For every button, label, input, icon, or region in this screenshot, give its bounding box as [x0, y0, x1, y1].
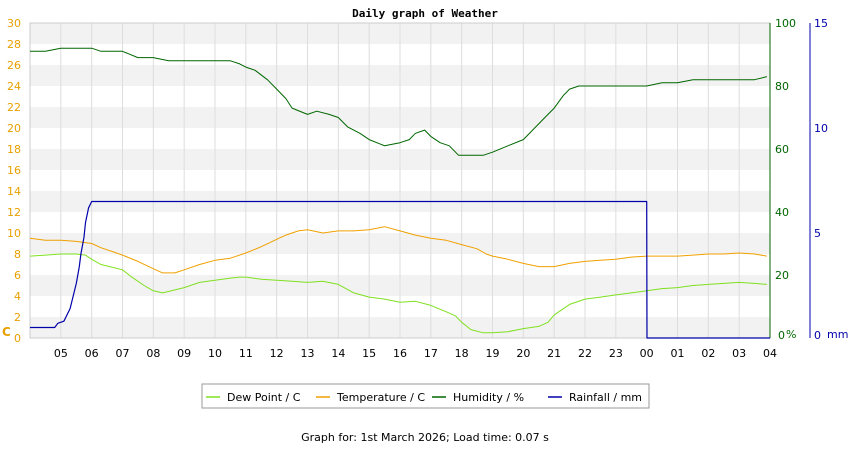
legend-label-rainfall: Rainfall / mm [569, 391, 642, 404]
x-tick-label: 10 [208, 347, 222, 360]
x-tick-label: 13 [301, 347, 315, 360]
left-tick-label: 8 [14, 248, 21, 261]
left-tick-label: 10 [7, 227, 21, 240]
chart-title: Daily graph of Weather [352, 7, 498, 20]
legend-box [201, 383, 650, 409]
x-tick-label: 14 [331, 347, 345, 360]
left-axis-unit: C [2, 325, 11, 339]
rainfall-tick-label: 5 [814, 227, 821, 240]
x-tick-label: 12 [270, 347, 284, 360]
right-axis-humidity: 0 % 20 40 60 80 100 [769, 17, 796, 342]
left-tick-label: 22 [7, 101, 21, 114]
x-tick-label: 20 [516, 347, 530, 360]
x-axis-hours: 05 06 07 08 09 10 11 12 13 14 15 16 17 18 19 20 21 22 23 00… [54, 347, 777, 360]
x-tick-label: 11 [239, 347, 253, 360]
rainfall-tick-label: 0 [814, 329, 821, 342]
humidity-tick-label: 40 [775, 206, 789, 219]
left-tick-label: 12 [7, 206, 21, 219]
legend-label-humidity: Humidity / % [453, 391, 524, 404]
footer-load-info: Graph for: 1st March 2026; Load time: 0.… [301, 431, 549, 444]
x-tick-label: 22 [578, 347, 592, 360]
left-tick-label: 0 [14, 332, 21, 345]
rainfall-tick-label: 10 [814, 122, 828, 135]
x-tick-label: 08 [146, 347, 160, 360]
series-lines [29, 47, 770, 339]
x-tick-label: 04 [763, 347, 777, 360]
right-axis-rainfall: 0 5 10 15 mm [809, 17, 848, 342]
x-tick-label: 19 [486, 347, 500, 360]
x-tick-label: 21 [547, 347, 561, 360]
left-tick-label: 30 [7, 17, 21, 30]
series-line-dew-point [29, 253, 767, 334]
rainfall-tick-label: 15 [814, 17, 828, 30]
series-line-temperature [29, 226, 767, 274]
series-line-humidity [30, 47, 768, 156]
legend: Dew Point / C Temperature / C Humidity / %… [201, 383, 650, 409]
x-tick-label: 02 [701, 347, 715, 360]
x-tick-label: 17 [424, 347, 438, 360]
x-tick-label: 16 [393, 347, 407, 360]
x-tick-label: 05 [54, 347, 68, 360]
legend-label-dew-point: Dew Point / C [227, 391, 301, 404]
humidity-tick-label: 0 [778, 329, 785, 342]
humidity-tick-label: 80 [775, 80, 789, 93]
left-tick-label: 18 [7, 143, 21, 156]
x-tick-label: 00 [640, 347, 654, 360]
humidity-tick-label: 20 [775, 269, 789, 282]
left-tick-label: 6 [14, 269, 21, 282]
rainfall-axis-unit: mm [827, 328, 848, 341]
x-tick-label: 15 [362, 347, 376, 360]
x-tick-label: 06 [85, 347, 99, 360]
series-line-rainfall [30, 200, 770, 339]
left-tick-label: 4 [14, 290, 21, 303]
legend-label-temperature: Temperature / C [336, 391, 425, 404]
left-tick-label: 16 [7, 164, 21, 177]
humidity-axis-unit: % [786, 328, 796, 341]
left-tick-label: 26 [7, 59, 21, 72]
left-tick-label: 24 [7, 80, 21, 93]
x-tick-label: 03 [732, 347, 746, 360]
left-tick-label: 20 [7, 122, 21, 135]
x-tick-label: 23 [609, 347, 623, 360]
x-tick-label: 01 [671, 347, 685, 360]
x-tick-label: 07 [116, 347, 130, 360]
humidity-tick-label: 100 [775, 17, 796, 30]
humidity-tick-label: 60 [775, 143, 789, 156]
left-tick-label: 2 [14, 311, 21, 324]
weather-chart: Daily graph of Weather 02468101214161820… [2, 7, 848, 409]
x-tick-label: 18 [455, 347, 469, 360]
left-tick-label: 28 [7, 38, 21, 51]
x-tick-label: 09 [177, 347, 191, 360]
left-tick-label: 14 [7, 185, 21, 198]
